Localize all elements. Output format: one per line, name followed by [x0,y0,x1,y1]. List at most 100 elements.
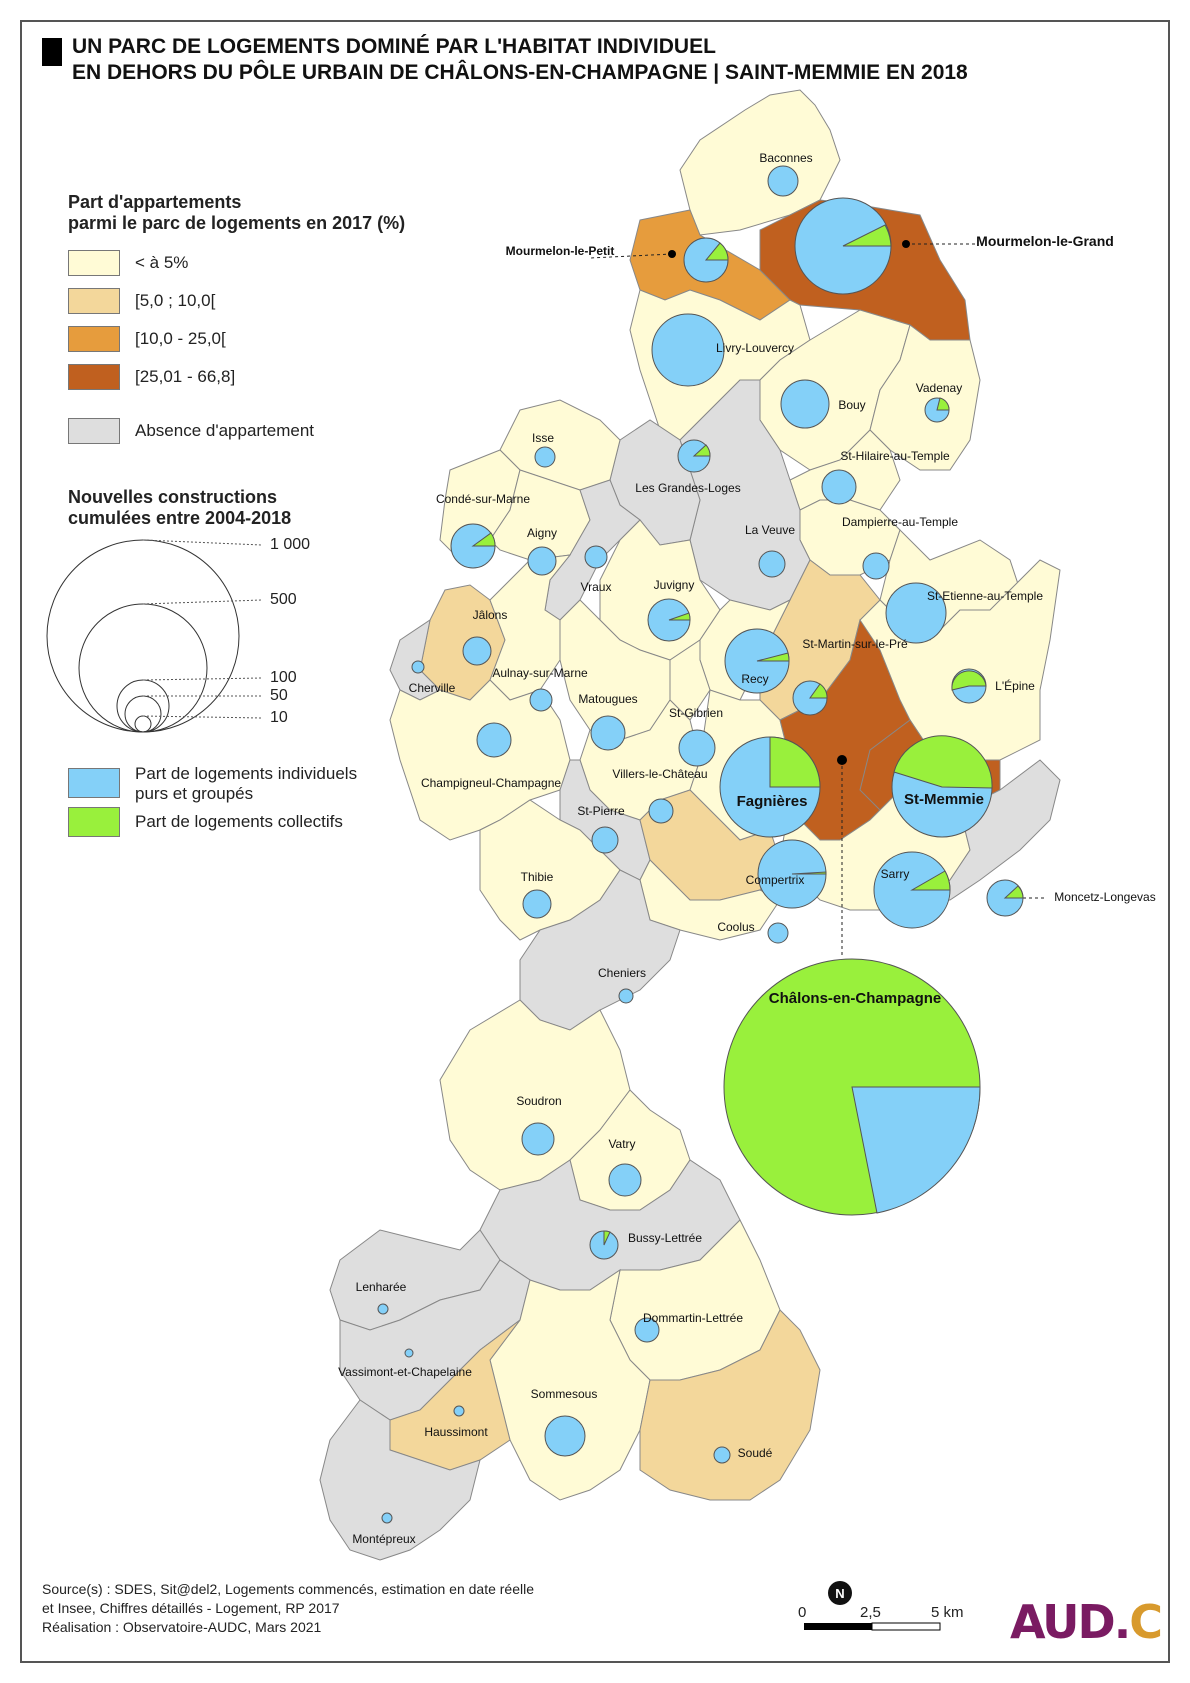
pie-recy [724,628,790,694]
pie-st-hilaire [821,469,857,505]
legend-size-title: Nouvelles constructions cumulées entre 2… [68,487,291,529]
pie-jalons [462,636,492,666]
label-jalons: Jâlons [473,608,508,622]
pie-moncetz [986,879,1024,917]
legend-label-10-25: [10,0 - 25,0[ [135,329,226,348]
pie-cheniers [618,988,634,1004]
pie-soude [713,1446,731,1464]
scale-label-zero: 0 [798,1604,807,1621]
label-juvigny: Juvigny [654,578,695,592]
source-note: Source(s) : SDES, Sit@del2, Logements co… [42,1580,534,1637]
label-chalons: Châlons-en-Champagne [769,990,942,1007]
pie-chalons [723,958,981,1216]
label-moncetz: Moncetz-Longevas [1054,890,1155,904]
pie-dampierre [862,552,890,580]
size-label-1000: 1 000 [270,536,311,553]
commune-montepreux [319,1399,481,1561]
legend-swatch-5-10 [68,288,120,314]
label-vatry: Vatry [608,1137,635,1151]
pie-fagnieres [719,736,821,838]
legend-swatch-lt5 [68,250,120,276]
label-bussy: Bussy-Lettrée [628,1231,702,1245]
size-label-10: 10 [270,709,288,726]
legend-size-title-line2: cumulées entre 2004-2018 [68,508,292,528]
legend-label-25-66: [25,01 - 66,8] [135,367,236,386]
pie-sommesous [544,1415,586,1457]
pie-st-pierre [591,826,619,854]
pie-villers [648,798,674,824]
legend-label-collective: Part de logements collectifs [135,812,343,831]
pie-la-veuve [758,550,786,578]
title-line-2: EN DEHORS DU PÔLE URBAIN DE CHÂLONS-EN-C… [72,61,968,84]
pie-isse [534,446,556,468]
legend-share-title: Part d'appartements parmi le parc de log… [68,192,405,234]
legend-swatch-collective [68,807,120,837]
label-st-etienne: St-Etienne-au-Temple [927,589,1043,603]
commune-soude [639,1309,821,1501]
label-haussimont: Haussimont [424,1425,488,1439]
legend-label-none: Absence d'appartement [135,421,315,440]
label-compertrix: Compertrix [746,873,805,887]
legend-label-individual: Part de logements individuels purs et gr… [135,764,357,804]
label-st-gibrien: St-Gibrien [669,706,723,720]
pie-st-gibrien [678,729,716,767]
label-cheniers: Cheniers [598,966,646,980]
north-letter: N [835,1586,844,1601]
label-st-pierre: St-Pierre [577,804,625,818]
title-line-1: UN PARC DE LOGEMENTS DOMINÉ PAR L'HABITA… [72,35,716,58]
label-fagnieres: Fagnières [737,793,808,810]
pie-dommartin [634,1317,660,1343]
label-st-hilaire: St-Hilaire-au-Temple [840,449,950,463]
scale-label-end: 5 km [931,1604,964,1621]
pie-vatry [608,1163,642,1197]
pie-aigny [527,546,557,576]
pie-les-grandes-loges [677,439,711,473]
label-st-martin: St-Martin-sur-le-Pré [802,637,908,651]
label-la-veuve: La Veuve [745,523,795,537]
label-thibie: Thibie [521,870,554,884]
pie-champigneul [476,722,512,758]
label-soude: Soudé [738,1446,773,1460]
commune-moncetz [918,759,1061,901]
pie-aulnay [529,688,553,712]
pie-soudron [521,1122,555,1156]
legend-swatch-10-25 [68,326,120,352]
pie-bussy [589,1230,619,1260]
pie-st-etienne [885,582,947,644]
legend-swatch-individual [68,768,120,798]
pie-lenharee [377,1303,389,1315]
label-villers: Villers-le-Château [612,767,707,781]
label-grandes-loges: Les Grandes-Loges [635,481,740,495]
pie-st-memmie [891,735,993,838]
pie-lepine [951,668,987,704]
label-vadenay: Vadenay [916,381,962,395]
label-isse: Isse [532,431,554,445]
legend-size-title-line1: Nouvelles constructions [68,487,278,507]
pie-cherville [411,660,425,674]
pie-vadenay [924,397,950,423]
pie-compertrix [757,839,827,909]
label-lenharee: Lenharée [356,1280,407,1294]
label-montepreux: Montépreux [352,1532,415,1546]
pie-mourmelon-le-petit [683,237,729,283]
logo-main: AUD. [1010,1595,1131,1649]
pie-sarry [873,851,951,929]
label-mourmelon-le-petit: Mourmelon-le-Petit [506,244,615,258]
pie-montepreux [381,1512,393,1524]
pie-conde [450,523,496,569]
legend-individual-line2: purs et groupés [135,784,254,803]
pie-st-martin [792,680,828,716]
pie-haussimont [453,1405,465,1417]
pie-coolus [767,922,789,944]
label-matougues: Matougues [578,692,637,706]
legend-swatch-none [68,418,120,444]
label-sarry: Sarry [881,867,910,881]
label-champigneul: Champigneul-Champagne [421,776,561,790]
north-arrow-icon: N [828,1581,852,1605]
audc-logo: AUD.C [1010,1595,1163,1649]
pie-matougues [590,715,626,751]
size-label-500: 500 [270,591,297,608]
label-recy: Recy [741,672,768,686]
legend-individual-line1: Part de logements individuels [135,764,358,783]
